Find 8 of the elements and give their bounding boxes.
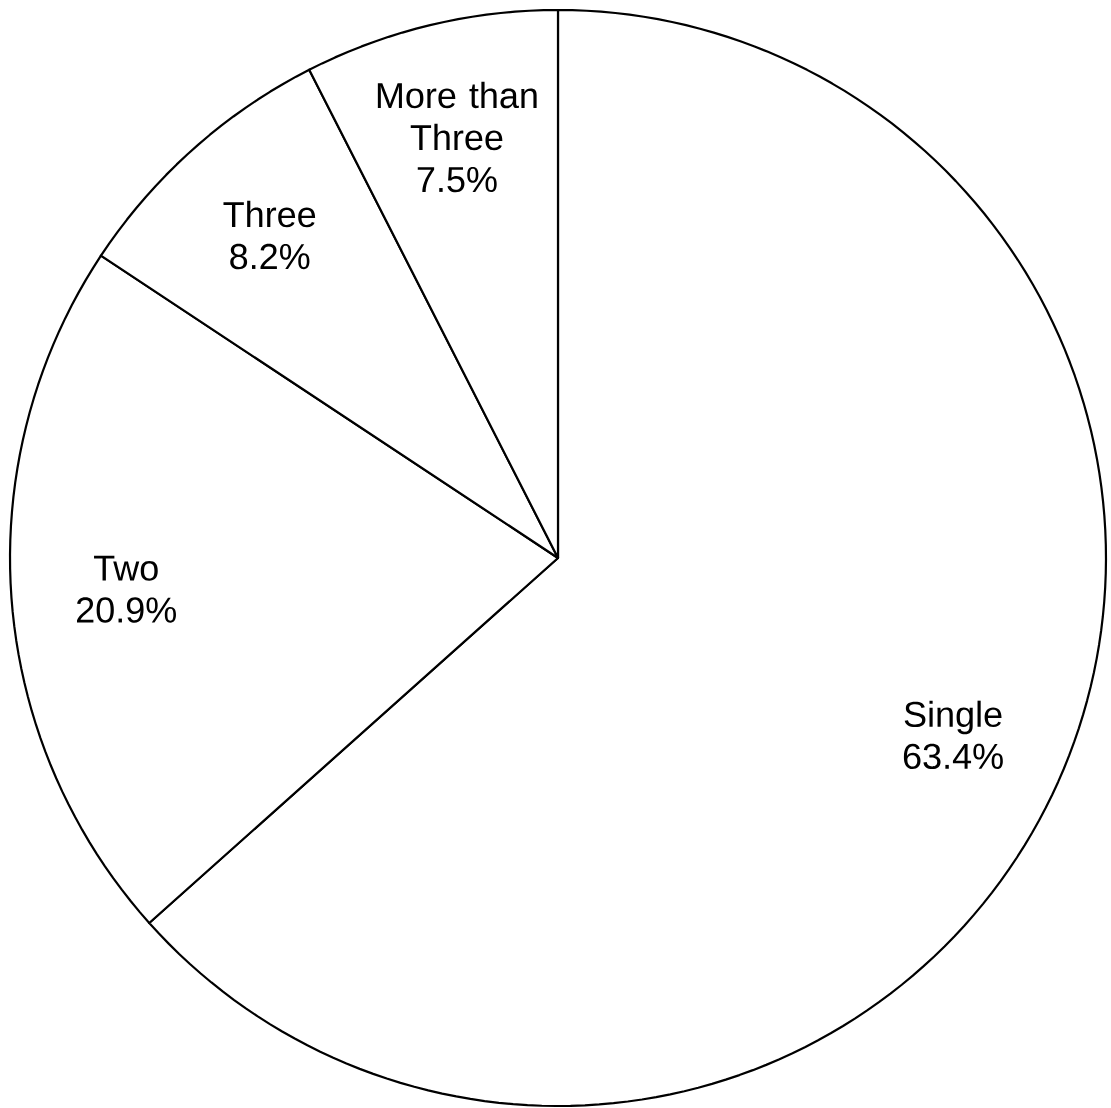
data-label: 20.9%: [77, 597, 176, 623]
data-label: 63.4%: [903, 743, 1003, 770]
data-label: 8.2%: [230, 243, 310, 270]
slice-label: Two: [94, 555, 158, 581]
slice-label: Three: [223, 200, 316, 228]
slice-label: More than Three: [377, 81, 537, 151]
slice-label: Single: [904, 700, 1002, 735]
data-label: 7.5%: [417, 166, 497, 193]
